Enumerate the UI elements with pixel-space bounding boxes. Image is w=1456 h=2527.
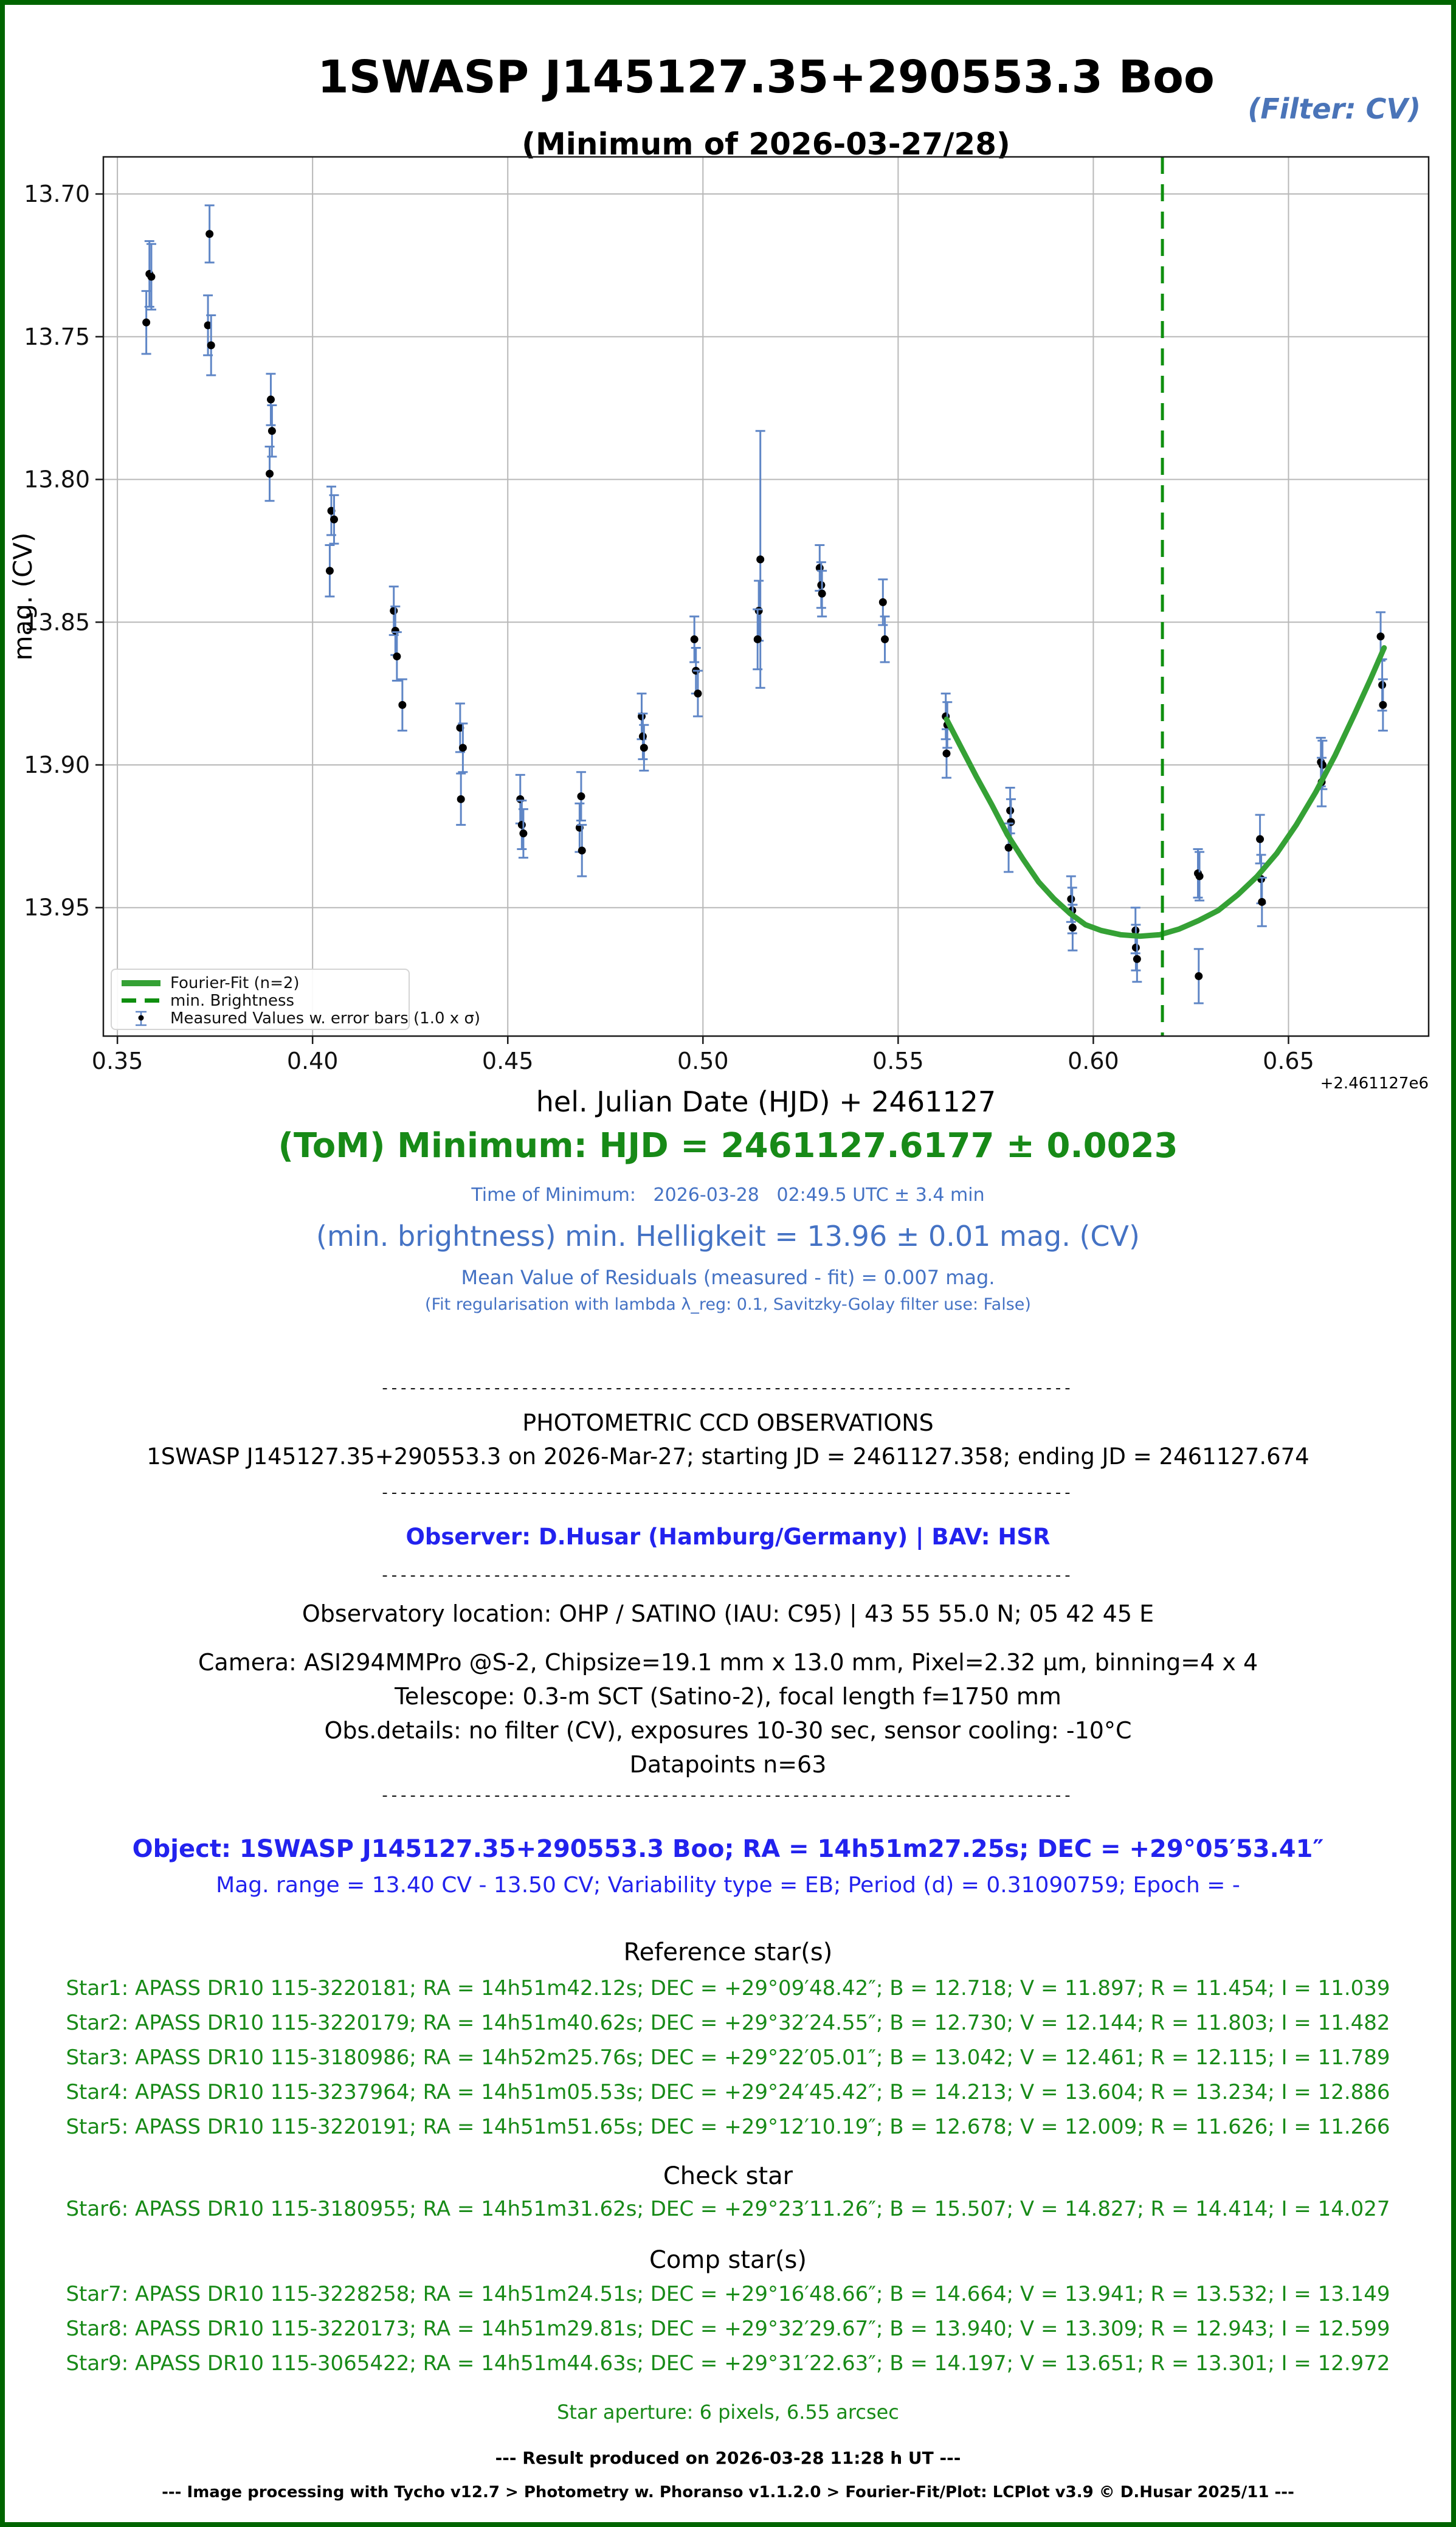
observation-summary-line: 1SWASP J145127.35+290553.3 on 2026-Mar-2… bbox=[147, 1443, 1309, 1470]
fit-regularisation-note: (Fit regularisation with lambda λ_reg: 0… bbox=[425, 1295, 1031, 1314]
observatory-location-line: Observatory location: OHP / SATINO (IAU:… bbox=[302, 1600, 1154, 1627]
comp-star-row: Star7: APASS DR10 115-3228258; RA = 14h5… bbox=[66, 2282, 1390, 2306]
time-of-minimum-utc: Time of Minimum: 2026-03-28 02:49.5 UTC … bbox=[471, 1184, 985, 1206]
min-brightness-value: (min. brightness) min. Helligkeit = 13.9… bbox=[316, 1220, 1140, 1253]
result-produced-line: --- Result produced on 2026-03-28 11:28 … bbox=[495, 2448, 961, 2468]
x-tick-label: 0.55 bbox=[872, 1048, 924, 1074]
legend-label: Fourier-Fit (n=2) bbox=[170, 973, 300, 992]
check-star-row: Star6: APASS DR10 115-3180955; RA = 14h5… bbox=[66, 2197, 1390, 2221]
comp-star-row: Star9: APASS DR10 115-3065422; RA = 14h5… bbox=[66, 2351, 1390, 2376]
x-tick-label: 0.65 bbox=[1263, 1048, 1314, 1074]
y-axis-label: mag. (CV) bbox=[8, 533, 38, 661]
mag-range-line: Mag. range = 13.40 CV - 13.50 CV; Variab… bbox=[216, 1873, 1240, 1898]
separator: ----------------------------------------… bbox=[382, 1566, 1074, 1585]
y-tick-label: 13.90 bbox=[24, 752, 90, 778]
check-star-heading: Check star bbox=[663, 2162, 793, 2190]
reference-star-row: Star5: APASS DR10 115-3220191; RA = 14h5… bbox=[66, 2115, 1390, 2139]
x-tick-label: 0.35 bbox=[92, 1048, 143, 1074]
page-title: 1SWASP J145127.35+290553.3 Boo bbox=[317, 51, 1215, 103]
report-section-title: PHOTOMETRIC CCD OBSERVATIONS bbox=[522, 1409, 934, 1436]
time-of-minimum-headline: (ToM) Minimum: HJD = 2461127.6177 ± 0.00… bbox=[278, 1126, 1178, 1166]
reference-star-row: Star4: APASS DR10 115-3237964; RA = 14h5… bbox=[66, 2080, 1390, 2104]
residuals-value: Mean Value of Residuals (measured - fit)… bbox=[461, 1266, 995, 1289]
processing-credit-line: --- Image processing with Tycho v12.7 > … bbox=[162, 2483, 1294, 2501]
y-tick-label: 13.95 bbox=[24, 894, 90, 921]
legend-item-fourier-fit: Fourier-Fit (n=2) bbox=[119, 974, 409, 992]
dashed-line-icon bbox=[119, 998, 163, 1003]
comp-stars-heading: Comp star(s) bbox=[649, 2246, 807, 2274]
fourier-fit-line-icon bbox=[119, 980, 163, 986]
observer-line: Observer: D.Husar (Hamburg/Germany) | BA… bbox=[405, 1524, 1051, 1550]
y-tick-label: 13.75 bbox=[24, 323, 90, 350]
x-tick-label: 0.50 bbox=[677, 1048, 729, 1074]
plot-frame bbox=[102, 156, 1430, 1037]
errorbar-icon bbox=[119, 1010, 163, 1027]
x-tick-label: 0.60 bbox=[1068, 1048, 1119, 1074]
legend-item-measured-values: Measured Values w. error bars (1.0 x σ) bbox=[119, 1009, 480, 1028]
legend-item-min-brightness: min. Brightness bbox=[119, 991, 409, 1010]
telescope-line: Telescope: 0.3-m SCT (Satino-2), focal l… bbox=[395, 1683, 1061, 1710]
reference-stars-heading: Reference star(s) bbox=[623, 1938, 833, 1966]
y-tick-label: 13.70 bbox=[24, 181, 90, 207]
error-bars bbox=[141, 204, 1388, 1004]
fourier-fit-line bbox=[944, 645, 1387, 939]
page-subtitle: (Minimum of 2026-03-27/28) bbox=[522, 126, 1010, 162]
chart-legend: Fourier-Fit (n=2) min. Brightness Measur… bbox=[111, 969, 480, 1030]
x-tick-label: 0.40 bbox=[287, 1048, 339, 1074]
separator: ----------------------------------------… bbox=[382, 1379, 1074, 1397]
obs-details-line: Obs.details: no filter (CV), exposures 1… bbox=[324, 1717, 1132, 1744]
star-aperture-line: Star aperture: 6 pixels, 6.55 arcsec bbox=[557, 2401, 899, 2424]
y-tick-label: 13.80 bbox=[24, 466, 90, 493]
comp-star-row: Star8: APASS DR10 115-3220173; RA = 14h5… bbox=[66, 2317, 1390, 2341]
legend-label: Measured Values w. error bars (1.0 x σ) bbox=[170, 1009, 481, 1028]
reference-star-row: Star3: APASS DR10 115-3180986; RA = 14h5… bbox=[66, 2045, 1390, 2070]
x-axis-label: hel. Julian Date (HJD) + 2461127 bbox=[536, 1085, 996, 1118]
x-axis-offset-label: +2.461127e6 bbox=[1320, 1074, 1429, 1093]
object-line: Object: 1SWASP J145127.35+290553.3 Boo; … bbox=[132, 1835, 1324, 1863]
x-tick-label: 0.45 bbox=[482, 1048, 534, 1074]
reference-star-row: Star2: APASS DR10 115-3220179; RA = 14h5… bbox=[66, 2011, 1390, 2035]
filter-badge: (Filter: CV) bbox=[1247, 92, 1421, 125]
separator: ----------------------------------------… bbox=[382, 1484, 1074, 1502]
legend-label: min. Brightness bbox=[170, 991, 295, 1010]
camera-line: Camera: ASI294MMPro @S-2, Chipsize=19.1 … bbox=[198, 1649, 1258, 1676]
reference-star-row: Star1: APASS DR10 115-3220181; RA = 14h5… bbox=[66, 1976, 1390, 2000]
light-curve-chart: 0.35 0.40 0.45 0.50 0.55 0.60 0.65 13.70 13.75 13… bbox=[8, 156, 1430, 1118]
separator: ----------------------------------------… bbox=[382, 1786, 1074, 1805]
y-tick-label: 13.85 bbox=[24, 609, 90, 635]
datapoints-line: Datapoints n=63 bbox=[629, 1751, 827, 1778]
